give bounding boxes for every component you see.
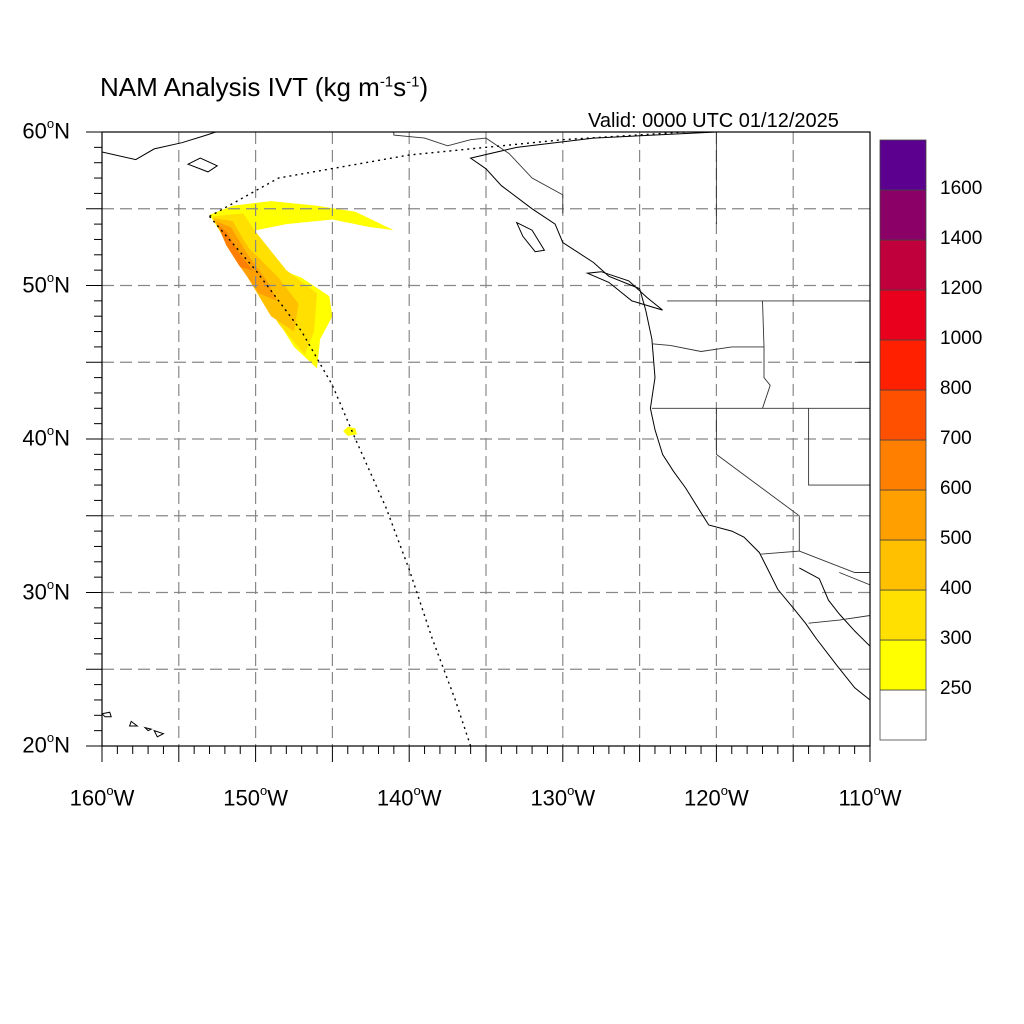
colorbar-box [879, 589, 927, 641]
coastlines [102, 132, 870, 738]
colorbar-label: 1600 [940, 178, 983, 199]
colorbar-label: 1000 [940, 328, 983, 349]
valid-time-label: Valid: 0000 UTC 01/12/2025 [588, 110, 839, 132]
longitude-label: 120oW [684, 783, 749, 811]
colorbar-box [879, 439, 927, 491]
colorbar-box [879, 289, 927, 341]
border-line [839, 572, 870, 586]
longitude-label: 150oW [223, 783, 288, 811]
colorbar-label: 250 [940, 678, 972, 699]
latitude-label: 20oN [22, 730, 70, 758]
colorbar-box [879, 539, 927, 591]
colorbar-label: 500 [940, 528, 972, 549]
colorbar-box [879, 639, 927, 691]
colorbar-label: 600 [940, 478, 972, 499]
map-title: NAM Analysis IVT (kg m-1s-1) [100, 72, 429, 102]
coastline-gulf-of-california [799, 567, 870, 647]
coastline-alaska-sw [102, 132, 216, 161]
border-line [808, 615, 870, 624]
colorbar-box [879, 189, 927, 241]
island-vancouver-island [585, 271, 663, 311]
colorbar [879, 139, 927, 741]
border-line [808, 408, 870, 486]
island-hawaii [153, 729, 165, 738]
axis-ticks [86, 131, 871, 762]
colorbar-label: 400 [940, 578, 972, 599]
colorbar-box [879, 489, 927, 541]
island-hawaii [128, 720, 139, 727]
border-line [799, 550, 870, 573]
colorbar-box [879, 689, 927, 741]
model-domain-boundary [208, 132, 686, 746]
colorbar-box [879, 139, 927, 191]
longitude-label: 130oW [530, 783, 596, 811]
island-hawaii [102, 711, 112, 718]
latitude-label: 30oN [22, 576, 70, 604]
colorbar-label: 1400 [940, 228, 983, 249]
longitude-label: 110oW [838, 783, 902, 811]
longitude-label: 140oW [376, 783, 442, 811]
gridlines [102, 132, 870, 746]
colorbar-box [879, 389, 927, 441]
colorbar-label: 800 [940, 378, 972, 399]
border-line [393, 132, 564, 214]
colorbar-label: 1200 [940, 278, 983, 299]
domain-boundary-line [209, 132, 686, 218]
colorbar-box [879, 339, 927, 391]
longitude-label: 160oW [69, 783, 135, 811]
ivt-plume-layer [209, 201, 394, 436]
colorbar-box [879, 239, 927, 291]
latitude-label: 50oN [22, 269, 70, 297]
latitude-label: 40oN [22, 423, 70, 451]
border-line [762, 346, 771, 409]
border-line [651, 300, 765, 352]
latitude-label: 60oN [22, 116, 70, 144]
island-kodiak [186, 157, 219, 173]
ivt-contour-300 [343, 426, 357, 436]
colorbar-label: 700 [940, 428, 972, 449]
island-hawaii [143, 726, 153, 732]
border-line [715, 408, 800, 517]
domain-boundary-line [208, 215, 472, 746]
coastline-north-america [469, 132, 870, 701]
island-haida-gwaii [515, 221, 546, 253]
colorbar-label: 300 [940, 628, 972, 649]
political-borders [393, 132, 870, 624]
